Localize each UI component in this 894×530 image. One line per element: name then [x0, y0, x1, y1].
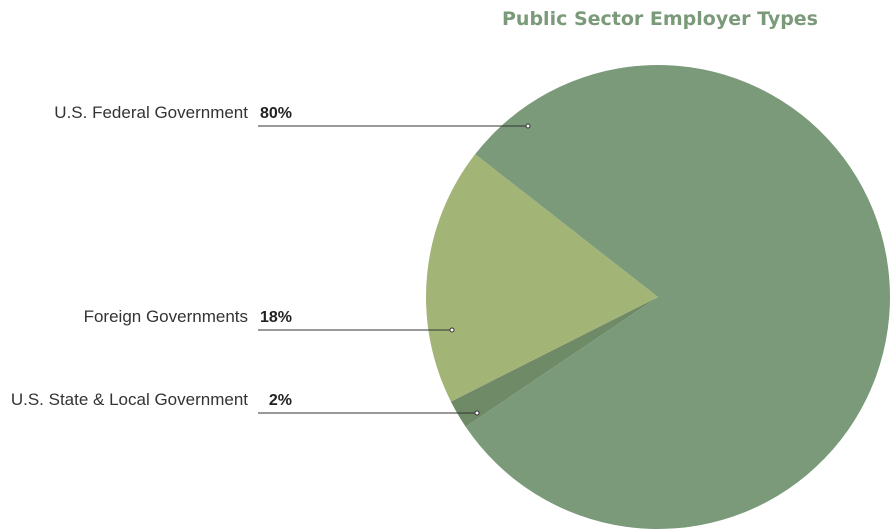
slice-value-u-s-federal-government: 80% [260, 105, 292, 122]
slice-label-u-s-state-local-government: U.S. State & Local Government [11, 390, 248, 409]
slice-label-foreign-governments: Foreign Governments [84, 307, 248, 326]
pie-slice-u-s-federal-government [465, 65, 890, 530]
leader-dot-u-s-state-local-government [474, 410, 480, 416]
pie-slice-foreign-governments [426, 154, 658, 402]
chart-title: Public Sector Employer Types [502, 8, 818, 30]
leader-dot-foreign-governments [449, 327, 455, 333]
slice-value-foreign-governments: 18% [260, 309, 292, 326]
pie-slice-u-s-state-local-government [450, 297, 658, 427]
slice-label-u-s-federal-government: U.S. Federal Government [54, 103, 248, 122]
slice-value-u-s-state-local-government: 2% [269, 392, 292, 409]
leader-dot-u-s-federal-government [525, 123, 531, 129]
